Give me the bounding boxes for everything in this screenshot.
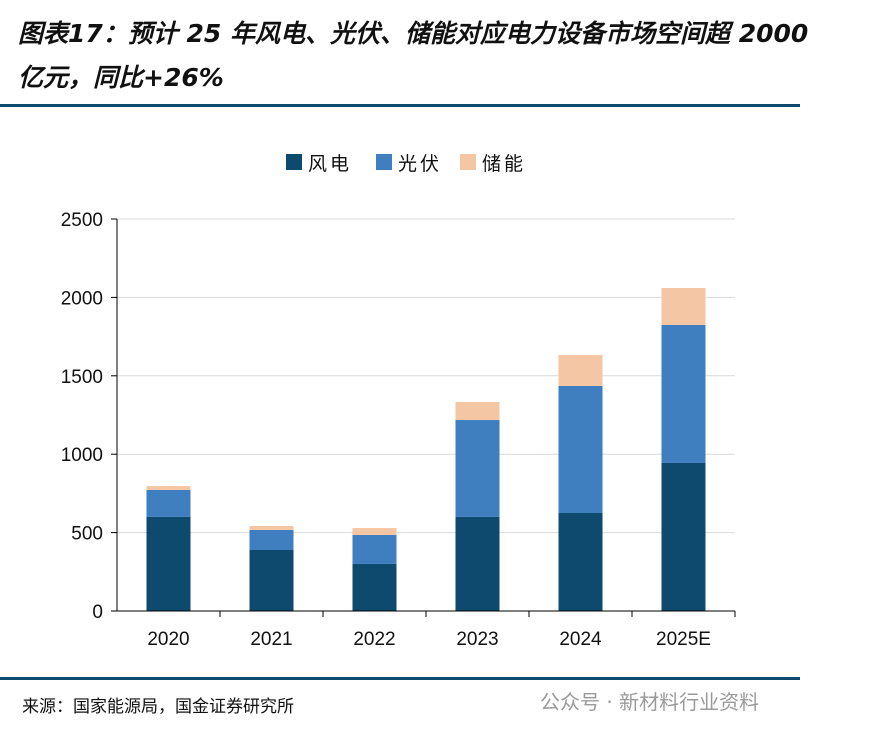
x-tick-label: 2025E <box>656 629 711 650</box>
bar-光伏-2022 <box>352 534 397 564</box>
bar-储能-2023 <box>455 401 500 421</box>
y-tick-label: 2000 <box>61 288 103 309</box>
bar-风电-2020 <box>146 516 191 611</box>
bar-储能-2021 <box>249 526 294 530</box>
bar-光伏-2021 <box>249 529 294 551</box>
y-tick-label: 500 <box>71 524 103 545</box>
x-tick-label: 2020 <box>147 629 189 650</box>
y-tick-label: 1000 <box>61 445 103 466</box>
legend-label: 风电 <box>308 153 352 175</box>
watermark: 公众号 · 新材料行业资料 <box>540 690 760 714</box>
bar-风电-2024 <box>558 513 603 611</box>
bar-风电-2023 <box>455 516 500 611</box>
figure-title: 图表17：预计 25 年风电、光伏、储能对应电力设备市场空间超 2000 亿元，… <box>18 19 809 92</box>
bar-光伏-2025E <box>661 324 706 463</box>
bar-风电-2021 <box>249 550 294 611</box>
bar-储能-2024 <box>558 354 603 386</box>
legend-swatch-光伏 <box>376 154 392 170</box>
stacked-bar-chart: 0 500 1000 1500 2000 2500 2020 2021 2022 2023 2024… <box>61 153 736 650</box>
top-rule <box>0 104 800 107</box>
x-tick-label: 2021 <box>250 629 292 650</box>
y-tick-label: 1500 <box>61 367 103 388</box>
x-tick-label: 2022 <box>353 629 395 650</box>
bar-光伏-2023 <box>455 420 500 517</box>
legend-swatch-风电 <box>286 154 302 170</box>
bar-风电-2022 <box>352 563 397 611</box>
bar-光伏-2020 <box>146 489 191 517</box>
bar-储能-2020 <box>146 486 191 490</box>
bottom-rule <box>0 677 800 680</box>
bar-储能-2025E <box>661 287 706 325</box>
legend-label: 储能 <box>482 153 526 175</box>
bar-风电-2025E <box>661 462 706 611</box>
bar-光伏-2024 <box>558 385 603 513</box>
bar-储能-2022 <box>352 528 397 535</box>
legend-label: 光伏 <box>398 153 442 175</box>
x-tick-label: 2023 <box>456 629 498 650</box>
y-tick-label: 2500 <box>61 210 103 231</box>
legend-swatch-储能 <box>460 154 476 170</box>
x-tick-label: 2024 <box>559 629 602 650</box>
y-tick-label: 0 <box>92 602 103 623</box>
source-note: 来源：国家能源局，国金证券研究所 <box>22 697 294 717</box>
